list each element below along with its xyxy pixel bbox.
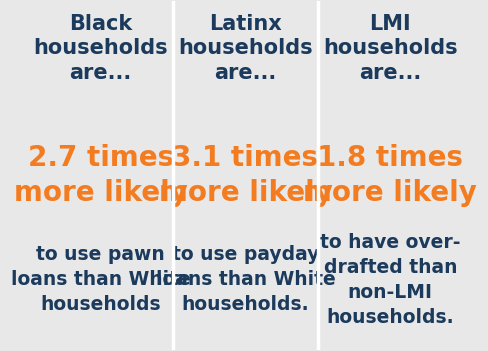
Text: Black
households
are...: Black households are... bbox=[33, 14, 168, 83]
Text: 3.1 times
more likely: 3.1 times more likely bbox=[159, 144, 332, 207]
Text: to use pawn
loans than White
households: to use pawn loans than White households bbox=[11, 245, 190, 314]
Text: to have over-
drafted than
non-LMI
households.: to have over- drafted than non-LMI house… bbox=[320, 233, 461, 327]
Text: LMI
households
are...: LMI households are... bbox=[323, 14, 458, 83]
Text: 1.8 times
more likely: 1.8 times more likely bbox=[304, 144, 477, 207]
Text: 2.7 times
more likely: 2.7 times more likely bbox=[14, 144, 187, 207]
Text: Latinx
households
are...: Latinx households are... bbox=[178, 14, 313, 83]
Text: to use payday
loans than White
households.: to use payday loans than White household… bbox=[156, 245, 335, 314]
